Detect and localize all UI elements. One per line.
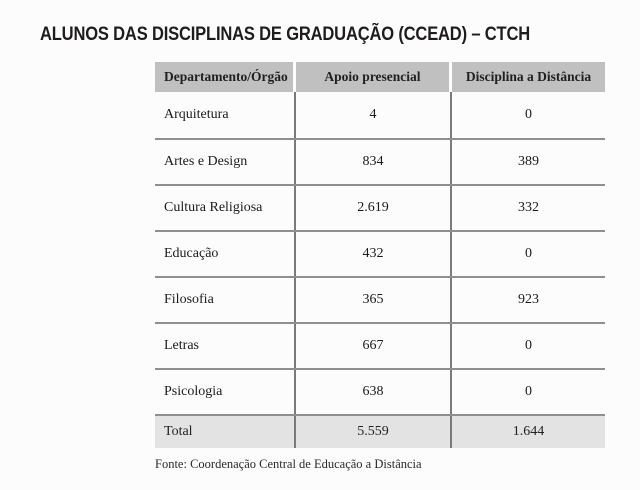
total-distancia: 1.644 [450,416,605,448]
distancia-cell: 0 [450,232,605,276]
presencial-cell: 2.619 [294,186,450,230]
distancia-cell: 332 [450,186,605,230]
column-header-apoio-presencial: Apoio presencial [296,62,449,92]
presencial-cell: 365 [294,278,450,322]
total-label: Total [164,424,193,439]
distancia-cell: 0 [450,370,605,414]
column-header-disciplina-distancia: Disciplina a Distância [452,62,605,92]
dept-cell: Psicologia [164,384,223,399]
presencial-cell: 4 [294,92,450,138]
total-row: Total 5.559 1.644 [155,414,605,448]
students-table: Departamento/Órgão Apoio presencial Disc… [155,62,605,448]
presencial-cell: 667 [294,324,450,368]
distancia-cell: 0 [450,324,605,368]
table-row: Letras 667 0 [155,322,605,368]
table-row: Educação 432 0 [155,230,605,276]
column-header-departamento: Departamento/Órgão [155,62,293,92]
table-row: Artes e Design 834 389 [155,138,605,184]
dept-cell: Cultura Religiosa [164,200,263,215]
dept-cell: Filosofia [164,292,214,307]
source-note: Fonte: Coordenação Central de Educação a… [155,457,422,471]
presencial-cell: 432 [294,232,450,276]
dept-cell: Letras [164,338,199,353]
table-row: Cultura Religiosa 2.619 332 [155,184,605,230]
distancia-cell: 923 [450,278,605,322]
table-row: Filosofia 365 923 [155,276,605,322]
presencial-cell: 638 [294,370,450,414]
table-header-row: Departamento/Órgão Apoio presencial Disc… [155,62,605,92]
total-presencial: 5.559 [294,416,450,448]
table-row: Psicologia 638 0 [155,368,605,414]
distancia-cell: 0 [450,92,605,138]
page-title: ALUNOS DAS DISCIPLINAS DE GRADUAÇÃO (CCE… [40,24,530,45]
table-body: Arquitetura 4 0 Artes e Design 834 389 C… [155,92,605,414]
distancia-cell: 389 [450,140,605,184]
dept-cell: Artes e Design [164,154,248,169]
presencial-cell: 834 [294,140,450,184]
table-row: Arquitetura 4 0 [155,92,605,138]
dept-cell: Educação [164,246,219,261]
dept-cell: Arquitetura [164,107,229,122]
